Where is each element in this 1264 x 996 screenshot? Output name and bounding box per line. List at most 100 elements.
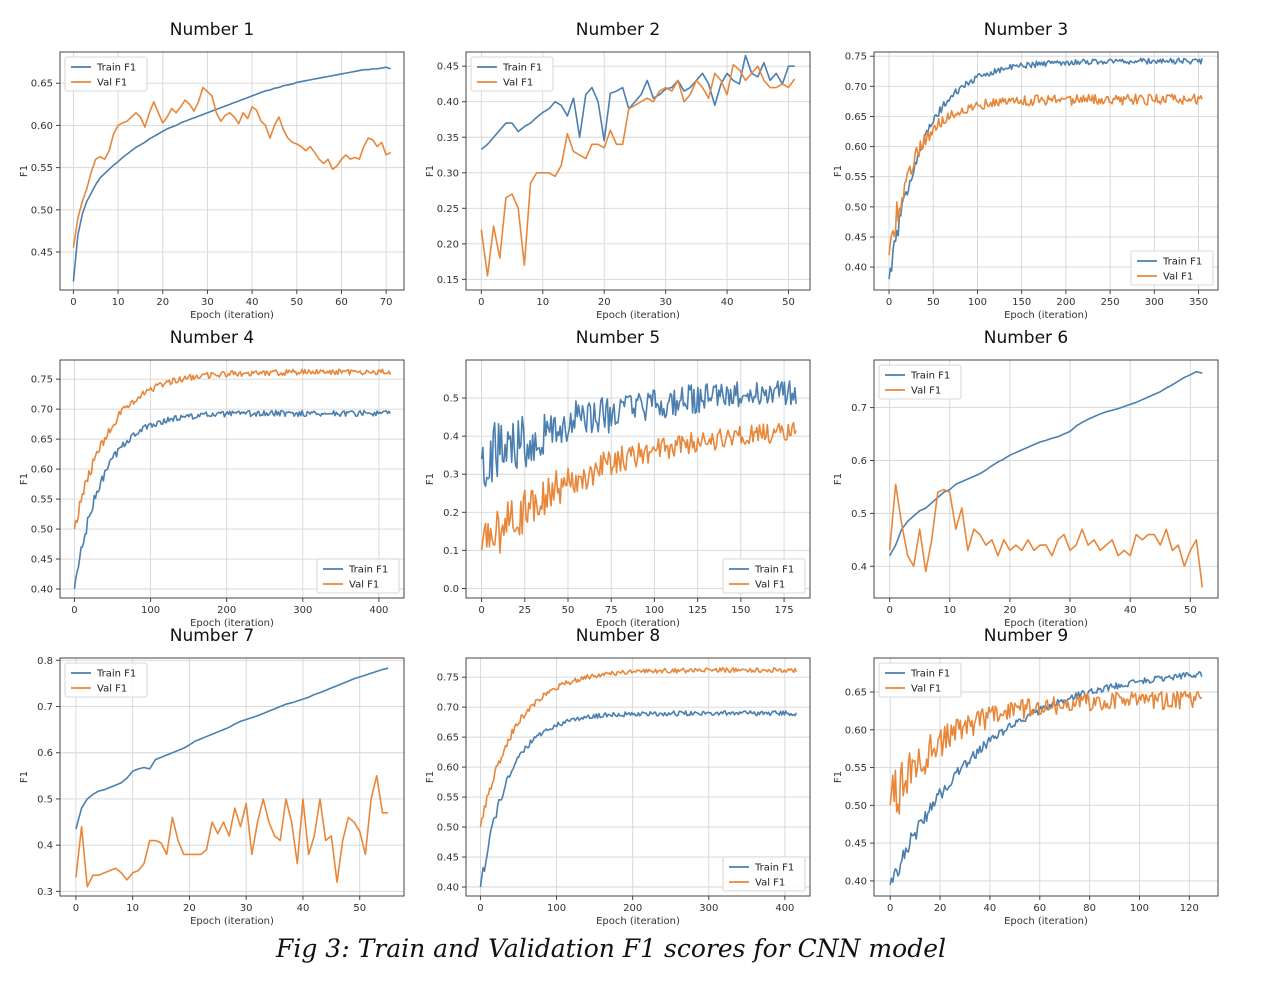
x-axis-label: Epoch (iteration) [190, 916, 274, 927]
y-tick-label: 0.40 [845, 876, 867, 887]
x-axis-label: Epoch (iteration) [1004, 618, 1088, 629]
figure-caption: Fig 3: Train and Validation F1 scores fo… [276, 934, 946, 963]
x-tick-label: 200 [217, 605, 236, 616]
x-tick-label: 150 [731, 605, 750, 616]
legend-label: Val F1 [755, 580, 785, 591]
x-tick-label: 70 [380, 297, 393, 308]
x-tick-label: 20 [1004, 605, 1017, 616]
legend-label: Val F1 [911, 684, 941, 695]
y-tick-label: 0.2 [443, 508, 459, 519]
plot-frame [873, 359, 1219, 599]
y-tick-label: 0.0 [443, 584, 459, 595]
chart-svg: 0 10 20 30 40 50 60 70 0.45 0.50 0.55 0.60 0.65 Epoch… [19, 51, 405, 321]
legend-label: Val F1 [755, 878, 785, 889]
legend: Train F1 Val F1 [878, 662, 962, 698]
x-tick-label: 30 [240, 903, 253, 914]
y-tick-label: 0.25 [437, 204, 459, 215]
x-tick-label: 10 [112, 297, 125, 308]
y-axis-label: F1 [19, 165, 30, 177]
x-tick-label: 0 [887, 903, 893, 914]
x-tick-label: 40 [297, 903, 310, 914]
val-f1-line [479, 666, 798, 828]
train-f1-line [480, 54, 795, 150]
chart-svg: 0 20 40 60 80 100 120 0.40 0.45 0.50 0.55 0.60 0.65 E… [833, 657, 1219, 927]
x-tick-label: 60 [1033, 903, 1046, 914]
y-tick-label: 0.45 [437, 62, 459, 73]
train-f1-line [479, 710, 798, 888]
val-f1-line [888, 93, 1203, 256]
y-tick-label: 0.65 [845, 688, 867, 699]
y-tick-label: 0.70 [845, 82, 867, 93]
y-tick-label: 0.55 [437, 793, 459, 804]
legend-label: Val F1 [503, 78, 533, 89]
chart-title: Number 3 [983, 20, 1069, 40]
plot-frame [59, 657, 405, 897]
x-tick-label: 20 [934, 903, 947, 914]
x-tick-label: 300 [699, 903, 718, 914]
x-tick-label: 10 [943, 605, 956, 616]
y-tick-label: 0.60 [845, 142, 867, 153]
legend: Train F1 Val F1 [1130, 250, 1214, 286]
y-tick-label: 0.3 [443, 470, 459, 481]
legend-label: Train F1 [1162, 257, 1202, 268]
legend-label: Train F1 [348, 565, 388, 576]
train-f1-line [73, 409, 391, 590]
x-tick-label: 120 [1180, 903, 1199, 914]
y-tick-label: 0.60 [31, 121, 53, 132]
x-tick-label: 10 [126, 903, 139, 914]
train-f1-line [480, 380, 797, 488]
y-tick-label: 0.3 [37, 887, 53, 898]
x-axis-label: Epoch (iteration) [190, 310, 274, 321]
x-tick-label: 0 [886, 605, 892, 616]
y-tick-label: 0.4 [443, 432, 459, 443]
chart-svg: 0 100 200 300 400 0.40 0.45 0.50 0.55 0.60 0.65 0.7… [425, 657, 811, 927]
y-tick-label: 0.6 [37, 748, 53, 759]
val-f1-line [73, 368, 392, 530]
chart-title: Number 5 [575, 328, 661, 348]
chart-panel: Number 2 0 10 20 30 40 50 0.15 0.20 0.25 0.30 0.35 0… [418, 18, 818, 321]
x-axis-label: Epoch (iteration) [1004, 916, 1088, 927]
x-tick-label: 30 [1064, 605, 1077, 616]
x-axis-label: Epoch (iteration) [596, 916, 680, 927]
y-tick-label: 0.4 [851, 562, 867, 573]
chart-panel: Number 4 0 100 200 300 400 0.40 0.45 0.50 0.55 0.6… [12, 326, 412, 629]
y-tick-label: 0.55 [845, 172, 867, 183]
plot-frame [465, 359, 811, 599]
x-tick-label: 100 [141, 605, 160, 616]
x-tick-label: 40 [721, 297, 734, 308]
val-f1-line [480, 63, 796, 277]
x-tick-label: 0 [73, 903, 79, 914]
x-tick-label: 300 [293, 605, 312, 616]
plot-frame [59, 359, 405, 599]
legend-label: Train F1 [96, 669, 136, 680]
y-tick-label: 0.45 [845, 232, 867, 243]
y-tick-label: 0.75 [845, 52, 867, 63]
y-tick-label: 0.5 [851, 509, 867, 520]
y-tick-label: 0.65 [437, 733, 459, 744]
legend: Train F1 Val F1 [64, 56, 148, 92]
legend-label: Val F1 [911, 386, 941, 397]
legend-label: Train F1 [910, 371, 950, 382]
chart-svg: 0 25 50 75 100 125 150 175 0.0 0.1 0.2 0.3 0.4 0.5 Epo… [425, 359, 811, 629]
x-axis-label: Epoch (iteration) [190, 618, 274, 629]
val-f1-line [72, 86, 391, 248]
plot-frame [873, 51, 1219, 291]
y-tick-label: 0.7 [37, 702, 53, 713]
x-tick-label: 50 [562, 605, 575, 616]
x-tick-label: 50 [1184, 605, 1197, 616]
y-axis-label: F1 [425, 473, 436, 485]
y-tick-label: 0.55 [31, 495, 53, 506]
x-tick-label: 0 [70, 297, 76, 308]
x-tick-label: 0 [477, 903, 483, 914]
y-axis-label: F1 [833, 473, 844, 485]
legend-label: Val F1 [97, 684, 127, 695]
x-tick-label: 100 [645, 605, 664, 616]
plot-frame [465, 657, 811, 897]
chart-panel: Number 8 0 100 200 300 400 0.40 0.45 0.50 0.55 0.6… [418, 624, 818, 927]
y-tick-label: 0.45 [31, 248, 53, 259]
x-tick-label: 40 [984, 903, 997, 914]
x-tick-label: 200 [1056, 297, 1075, 308]
legend: Train F1 Val F1 [722, 856, 806, 892]
y-tick-label: 0.55 [31, 163, 53, 174]
